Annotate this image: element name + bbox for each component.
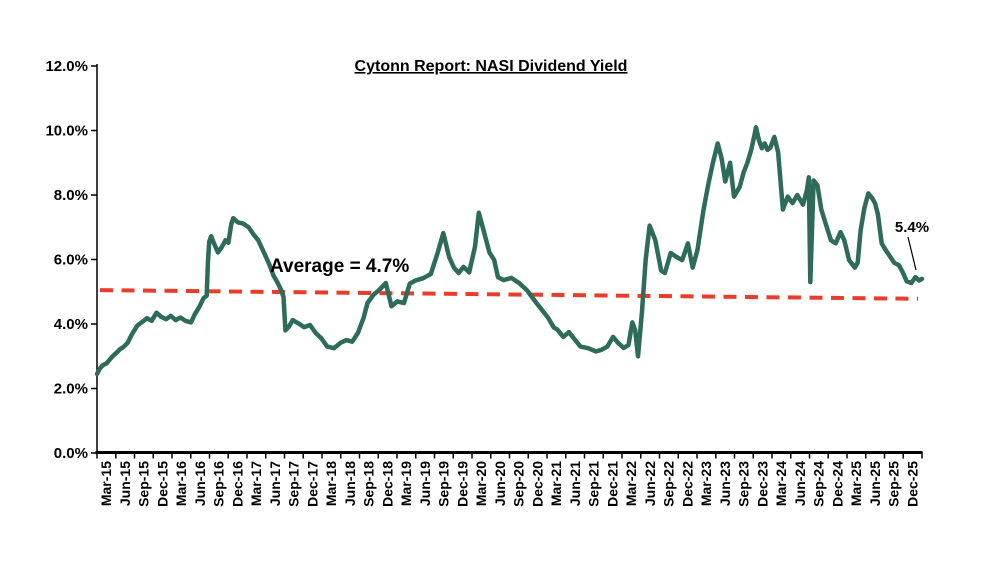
x-axis-tick-label: Dec-15 [154,461,170,507]
x-axis-tick-label: Mar-16 [173,461,189,506]
end-annotation-label: 5.4% [895,219,929,236]
x-axis-tick-label: Jun-22 [642,461,658,506]
x-axis-tick-label: Mar-20 [473,461,489,506]
x-axis-tick-label: Sep-24 [811,461,827,507]
y-axis-tick-label: 8.0% [54,187,88,204]
x-axis-tick-label: Dec-21 [604,461,620,507]
x-axis-tick-label: Sep-22 [661,461,677,507]
x-axis-tick-label: Mar-17 [248,461,264,506]
x-axis-tick-label: Sep-18 [361,461,377,507]
x-axis-tick-label: Sep-17 [286,461,302,507]
x-axis-labels: Mar-15 Jun-15 Sep-15 Dec-15 Mar-16 Jun-16 Sep-… [98,461,920,507]
x-axis-tick-label: Sep-25 [886,461,902,507]
y-axis-tick-label: 10.0% [45,123,88,140]
x-axis-tick-label: Mar-25 [848,461,864,506]
x-axis-tick-label: Dec-23 [754,461,770,507]
x-axis-tick-label: Dec-17 [304,461,320,507]
x-axis-tick-label: Jun-17 [267,461,283,506]
x-axis-tick-label: Jun-20 [492,461,508,506]
x-axis-tick-label: Sep-21 [586,461,602,507]
x-axis-tick-label: Jun-16 [192,461,208,506]
x-axis-tick-label: Jun-23 [717,461,733,506]
x-axis-tick-label: Sep-19 [436,461,452,507]
y-axis-tick-label: 6.0% [54,252,88,269]
average-trend-line [99,288,919,301]
x-axis-tick-label: Jun-21 [567,461,583,506]
y-axis-tick-label: 12.0% [45,58,88,75]
x-axis-tick-label: Jun-15 [117,461,133,506]
chart-title: Cytonn Report: NASI Dividend Yield [355,58,628,75]
x-axis-tick-label: Mar-23 [698,461,714,506]
x-axis-tick-label: Mar-19 [398,461,414,506]
x-axis-tick-label: Sep-16 [211,461,227,507]
x-axis-tick-label: Mar-21 [548,461,564,506]
x-axis-tick-label: Dec-19 [454,461,470,507]
x-axis-tick-label: Mar-18 [323,461,339,506]
x-axis-tick-label: Dec-18 [379,461,395,507]
x-axis-tick-label: Mar-22 [623,461,639,506]
x-axis-tick-label: Jun-19 [417,461,433,506]
x-axis-tick-label: Mar-15 [98,461,114,506]
x-axis-tick-label: Dec-16 [229,461,245,507]
x-axis-tick-label: Dec-25 [904,461,920,507]
x-axis-tick-label: Sep-20 [511,461,527,507]
x-axis-tick-label: Jun-18 [342,461,358,506]
x-axis-tick-label: Dec-20 [529,461,545,507]
x-axis-tick-label: Mar-24 [773,461,789,506]
x-axis-tick-label: Sep-23 [736,461,752,507]
y-axis-tick-label: 4.0% [54,316,88,333]
y-axis-labels: 0.0% 2.0% 4.0% 6.0% 8.0% 10.0% 12.0% [45,58,88,462]
x-axis-tick-label: Dec-22 [679,461,695,507]
x-axis-tick-label: Jun-24 [792,461,808,506]
yield-line-series [94,125,925,377]
y-axis-tick-label: 0.0% [54,445,88,462]
y-axis-ticks [91,65,97,454]
x-axis-tick-label: Jun-25 [867,461,883,506]
x-axis-tick-label: Sep-15 [136,461,152,507]
average-annotation: Average = 4.7% [270,256,409,277]
y-axis-tick-label: 2.0% [54,381,88,398]
x-axis-tick-label: Dec-24 [829,461,845,507]
end-annotation-leader-line [907,236,917,271]
